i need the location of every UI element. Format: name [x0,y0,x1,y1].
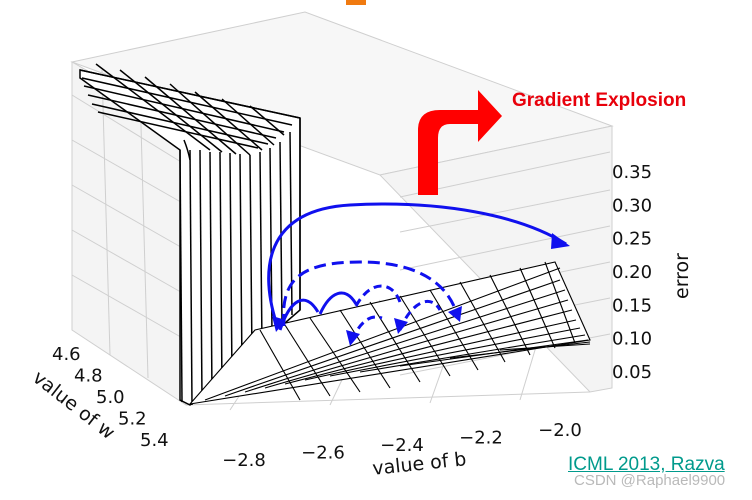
w-tick-label: 4.6 [52,344,81,365]
title-fragment [346,0,366,5]
error-axis-label: error [671,253,693,299]
error-tick-label: 0.35 [612,162,652,183]
error-tick-label: 0.30 [612,195,652,216]
b-tick-labels: −2.8 −2.6 −2.4 −2.2 −2.0 [222,420,582,471]
annotation-label: Gradient Explosion [512,90,686,111]
w-tick-label: 4.8 [74,366,103,387]
trajectory-hop-2 [318,291,358,315]
surface-cliff [79,63,301,406]
w-tick-label: 5.4 [140,430,169,451]
b-tick-label: −2.8 [222,450,266,471]
trajectory [267,202,570,346]
error-tick-label: 0.15 [612,295,652,316]
surface-mesh [188,261,591,405]
error-tick-labels: 0.35 0.30 0.25 0.20 0.15 0.10 0.05 [612,162,652,383]
b-tick-label: −2.0 [538,420,582,441]
b-tick-label: −2.2 [459,428,503,449]
error-tick-label: 0.20 [612,262,652,283]
error-tick-label: 0.10 [612,329,652,350]
trajectory-dashed-arc [282,260,460,327]
w-tick-labels: 4.64.85.05.25.4 [52,344,169,451]
trajectory-explosion-path [267,202,567,329]
error-tick-label: 0.05 [612,362,652,383]
watermark-text: CSDN @Raphael9900 [574,472,726,489]
explosion-arrow-icon [418,90,502,195]
w-tick-label: 5.2 [118,409,147,430]
b-tick-label: −2.4 [380,435,424,456]
w-tick-label: 5.0 [96,387,125,408]
trajectory-hop-3 [354,284,402,307]
b-tick-label: −2.6 [301,443,345,464]
error-tick-label: 0.25 [612,229,652,250]
trajectory-arrowhead [551,233,570,249]
citation-link[interactable]: ICML 2013, Razva [568,454,725,475]
